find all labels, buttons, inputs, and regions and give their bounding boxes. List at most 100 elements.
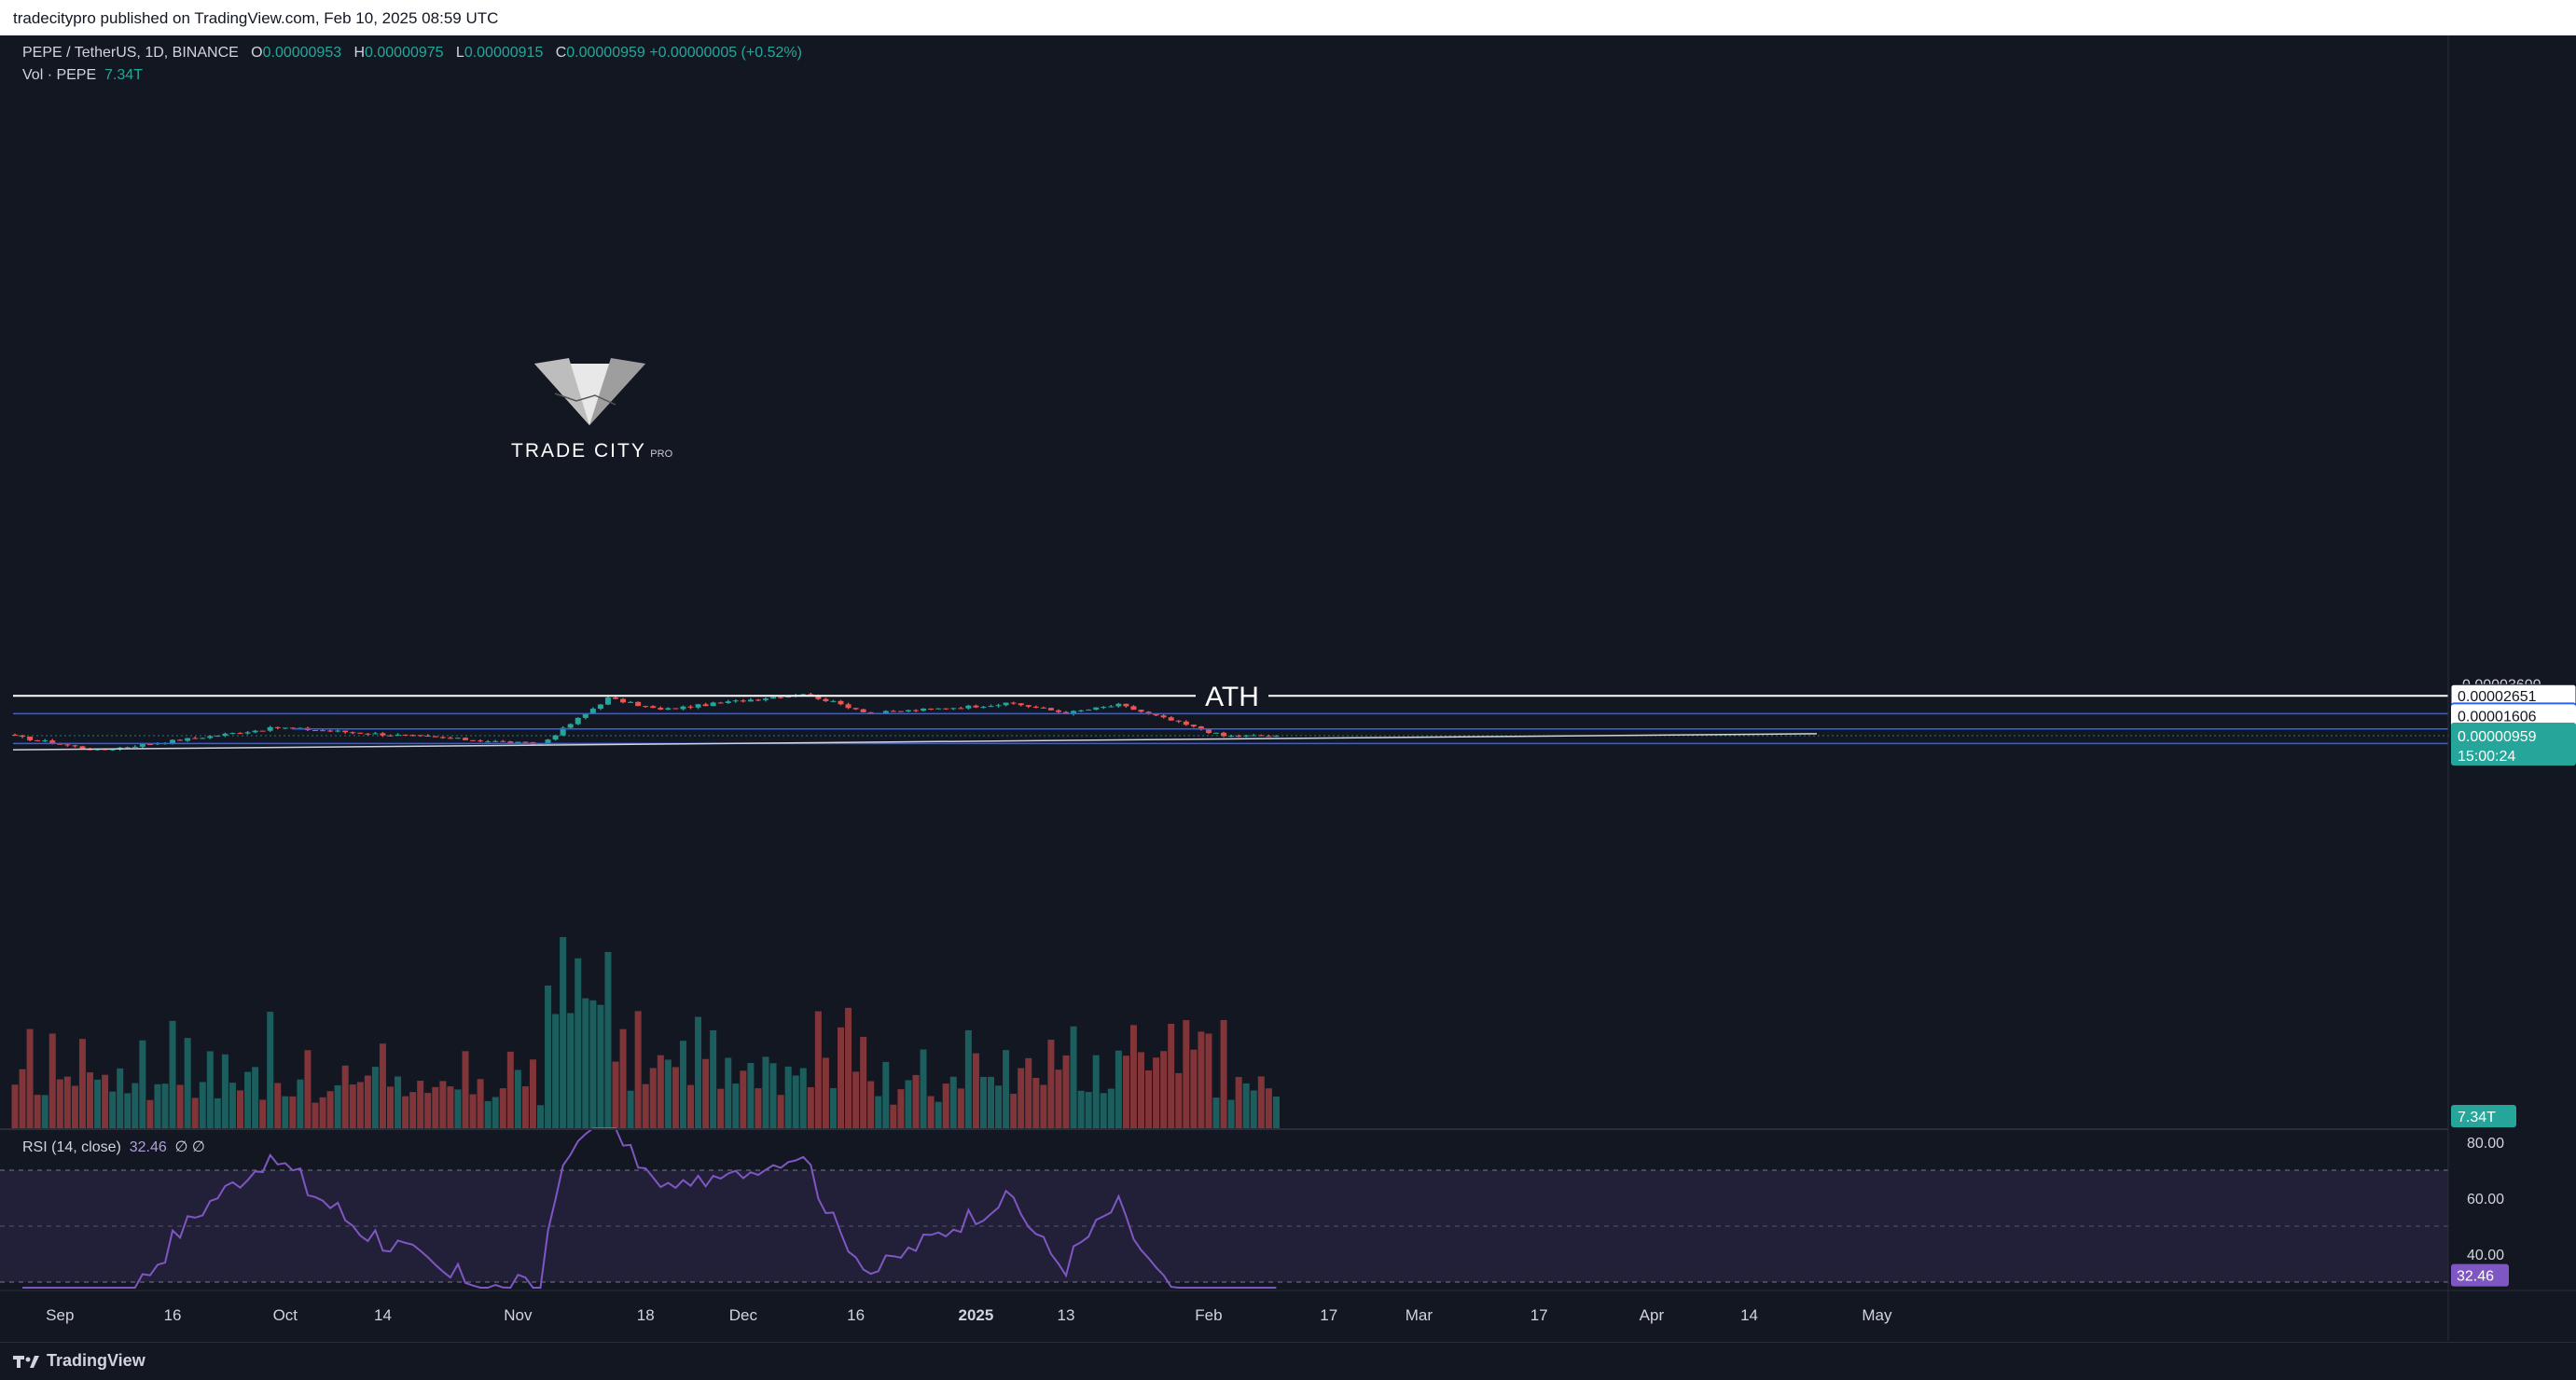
time-tick-label: May — [1862, 1306, 1892, 1324]
volume-bar — [1265, 1088, 1272, 1129]
candle-body — [335, 730, 341, 732]
volume-bar — [326, 1091, 334, 1129]
trendline[interactable] — [12, 733, 1818, 751]
volume-bar — [1220, 1020, 1227, 1129]
candle-body — [1047, 708, 1054, 711]
candle-body — [207, 736, 214, 738]
volume-bar — [747, 1063, 755, 1129]
high-value: 0.00000975 — [365, 45, 444, 61]
volume-bar — [252, 1067, 259, 1129]
chart-area[interactable]: 0.000036000.000032000.000029000.00002700… — [0, 35, 2576, 1342]
candle-body — [64, 744, 71, 746]
candle-body — [815, 695, 822, 699]
time-tick-label: Mar — [1406, 1306, 1433, 1324]
candle-body — [1010, 702, 1017, 704]
candle-body — [1198, 726, 1204, 730]
chart-canvas[interactable]: 0.000036000.000032000.000029000.00002700… — [0, 35, 2576, 1342]
candle-body — [770, 697, 777, 699]
candle-body — [589, 709, 596, 714]
volume-bar — [829, 1088, 837, 1129]
volume-bar — [710, 1029, 717, 1129]
candle-body — [1071, 711, 1077, 714]
volume-bar — [1138, 1052, 1144, 1129]
volume-bar — [949, 1076, 957, 1129]
volume-bar — [957, 1088, 964, 1129]
current-price-box — [2451, 723, 2576, 766]
publish-header: tradecitypro published on TradingView.co… — [0, 0, 2576, 36]
candle-body — [1183, 721, 1189, 725]
volume-bar — [964, 1029, 972, 1129]
volume-bar — [334, 1084, 341, 1129]
candle-body — [1018, 703, 1024, 706]
volume-label[interactable]: Vol · PEPE — [22, 67, 97, 83]
volume-bar — [672, 1067, 679, 1129]
candle-body — [267, 726, 273, 731]
candle-body — [282, 727, 288, 729]
volume-bar — [597, 1004, 604, 1129]
volume-bar — [244, 1071, 252, 1129]
volume-bar — [462, 1051, 469, 1129]
candle-body — [635, 701, 642, 707]
candle-body — [740, 700, 746, 702]
volume-bar — [11, 1084, 19, 1129]
candle-body — [1205, 729, 1212, 734]
candle-body — [244, 732, 251, 734]
rsi-axis-box — [2451, 1263, 2509, 1287]
volume-bar — [860, 1037, 867, 1129]
candle-body — [980, 707, 987, 709]
volume-bar — [259, 1099, 267, 1129]
volume-bar — [1168, 1023, 1175, 1129]
volume-bar — [312, 1102, 319, 1129]
volume-bar — [552, 1014, 560, 1129]
volume-bar — [432, 1086, 439, 1129]
candle-body — [808, 694, 814, 696]
candle-body — [109, 749, 116, 751]
volume-bar — [838, 1027, 844, 1129]
candle-body — [522, 741, 529, 743]
candle-body — [575, 717, 581, 724]
volume-bar — [409, 1092, 417, 1129]
volume-bar — [1250, 1090, 1257, 1129]
candle-body — [710, 702, 716, 707]
volume-bar — [1018, 1068, 1025, 1129]
rsi-extra: ∅ ∅ — [174, 1139, 205, 1155]
volume-bar — [34, 1095, 41, 1129]
volume-bar — [619, 1028, 627, 1129]
rsi-legend: RSI (14, close) 32.46 ∅ ∅ — [22, 1138, 205, 1156]
candle-body — [185, 738, 191, 741]
candle-body — [747, 699, 754, 702]
volume-bar — [289, 1096, 297, 1129]
volume-bar — [695, 1016, 702, 1129]
volume-bar — [1092, 1055, 1100, 1129]
symbol-name[interactable]: PEPE / TetherUS, 1D, BINANCE — [22, 45, 239, 61]
tradingview-brand[interactable]: TradingView — [13, 1351, 145, 1371]
candle-body — [823, 698, 829, 701]
volume-bar — [19, 1069, 26, 1129]
candle-body — [1123, 703, 1129, 707]
volume-bar — [191, 1097, 199, 1129]
volume-bar — [1129, 1025, 1137, 1129]
candle-body — [1273, 736, 1280, 738]
volume-bar — [1003, 1050, 1010, 1129]
price-axis[interactable]: 0.000036000.000032000.000029000.00002700… — [2450, 677, 2576, 1287]
volume-bar — [1085, 1092, 1092, 1129]
volume-bar — [529, 1059, 536, 1129]
volume-bar — [725, 1057, 732, 1129]
volume-bar — [995, 1085, 1003, 1129]
candle-body — [1221, 732, 1227, 737]
candle-body — [1175, 720, 1182, 722]
candle-body — [139, 744, 145, 747]
volume-bar — [664, 1059, 672, 1129]
volume-bar — [319, 1097, 326, 1129]
candle-body — [1153, 713, 1159, 716]
volume-bar — [845, 1007, 852, 1129]
candle-body — [597, 704, 603, 710]
close-value: 0.00000959 — [566, 45, 645, 61]
time-axis[interactable]: Sep 16 Oct 14 Nov 18 Dec 16 2025 13 Feb 17 Mar 17 Apr 1… — [46, 1306, 1892, 1324]
candle-body — [687, 706, 694, 708]
volume-bar — [935, 1101, 942, 1129]
rsi-label[interactable]: RSI (14, close) — [22, 1139, 121, 1155]
volume-bar — [799, 1068, 807, 1129]
volume-bar — [897, 1089, 905, 1129]
candle-body — [604, 697, 611, 705]
